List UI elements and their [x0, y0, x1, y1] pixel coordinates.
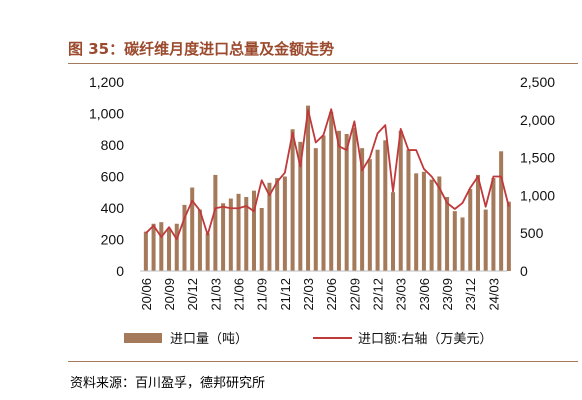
- legend-swatch-bar: [124, 333, 162, 343]
- bar-23/09: [445, 196, 450, 271]
- source-divider: [68, 361, 578, 362]
- bar-23/06: [421, 171, 426, 271]
- bar-22/01: [290, 129, 295, 271]
- bar-22/02: [298, 141, 303, 271]
- bar-23/01: [383, 140, 388, 271]
- bar-21/05: [228, 198, 233, 271]
- x-tick-label: 23/03: [394, 278, 409, 311]
- right-tick-label: 1,500: [520, 150, 555, 166]
- x-tick-label: 22/03: [301, 278, 316, 311]
- bar-22/07: [336, 130, 341, 271]
- bar-21/02: [205, 233, 210, 271]
- right-tick-label: 2,500: [520, 74, 555, 90]
- x-tick-label: 24/03: [486, 278, 501, 311]
- legend: 进口量（吨） 进口额:右轴（万美元）: [124, 332, 492, 347]
- bar-22/05: [321, 135, 326, 271]
- bar-23/05: [414, 173, 419, 271]
- bar-24/02: [483, 209, 488, 271]
- bar-series: [143, 105, 511, 271]
- bar-22/10: [360, 148, 365, 271]
- x-tick-label: 20/06: [139, 278, 154, 311]
- bar-21/10: [267, 182, 272, 271]
- bar-24/04: [499, 151, 504, 271]
- right-tick-label: 0: [520, 263, 528, 279]
- legend-label-volume: 进口量（吨）: [170, 332, 248, 347]
- bar-20/12: [190, 187, 195, 271]
- left-tick-label: 1,000: [89, 106, 124, 122]
- bar-23/11: [460, 217, 465, 271]
- x-tick-label: 23/09: [440, 278, 455, 311]
- bar-22/06: [329, 111, 334, 271]
- bar-23/08: [437, 176, 442, 271]
- import-value-line: [145, 108, 510, 241]
- right-tick-label: 1,000: [520, 187, 555, 203]
- x-tick-label: 21/03: [208, 278, 223, 311]
- x-tick-label: 20/09: [162, 278, 177, 311]
- left-tick-label: 800: [101, 137, 125, 153]
- left-tick-label: 600: [101, 169, 125, 185]
- x-tick-label: 22/12: [371, 278, 386, 311]
- bar-20/11: [182, 204, 187, 271]
- bar-21/01: [197, 209, 202, 271]
- x-tick-label: 23/06: [417, 278, 432, 311]
- bar-24/03: [491, 178, 496, 271]
- bar-23/03: [398, 130, 403, 271]
- bar-20/07: [151, 223, 156, 271]
- left-tick-label: 400: [101, 200, 125, 216]
- bar-23/07: [429, 179, 434, 271]
- bar-23/04: [406, 149, 411, 271]
- bar-22/04: [313, 148, 318, 271]
- bar-21/03: [213, 174, 218, 271]
- bar-22/09: [352, 127, 357, 271]
- bar-20/10: [174, 223, 179, 271]
- x-tick-label: 21/06: [232, 278, 247, 311]
- axes: 0 200 400 600 800 1,000 1,200 0 500 1,000 1,500 2,0…: [89, 74, 555, 311]
- bar-21/06: [236, 193, 241, 271]
- left-tick-label: 0: [116, 263, 124, 279]
- bar-21/08: [251, 190, 256, 271]
- bar-24/01: [475, 174, 480, 271]
- line-series: [145, 108, 510, 241]
- x-tick-label: 20/12: [185, 278, 200, 311]
- title-divider: [68, 63, 578, 64]
- bar-23/02: [391, 192, 396, 271]
- x-tick-label: 22/09: [347, 278, 362, 311]
- legend-label-value: 进口额:右轴（万美元）: [358, 332, 492, 347]
- bar-21/04: [221, 203, 226, 271]
- bar-22/03: [306, 105, 311, 271]
- bar-undefined: [506, 201, 511, 271]
- right-tick-label: 500: [520, 225, 544, 241]
- right-tick-label: 2,000: [520, 112, 555, 128]
- bar-22/11: [367, 159, 372, 271]
- left-tick-label: 200: [101, 232, 125, 248]
- x-tick-label: 23/12: [463, 278, 478, 311]
- left-tick-label: 1,200: [89, 74, 124, 90]
- x-tick-label: 22/06: [324, 278, 339, 311]
- bar-22/08: [344, 133, 349, 271]
- bar-20/09: [167, 228, 172, 271]
- bar-20/06: [143, 231, 148, 271]
- bar-21/07: [244, 196, 249, 271]
- bar-21/11: [275, 178, 280, 271]
- source-note: 资料来源：百川盈孚，德邦研究所: [70, 376, 266, 391]
- chart-title: 图 35：碳纤维月度进口总量及金额走势: [68, 40, 335, 58]
- bar-21/09: [259, 208, 264, 271]
- x-tick-label: 21/09: [255, 278, 270, 311]
- bar-23/10: [452, 211, 457, 271]
- bar-21/12: [282, 176, 287, 271]
- bar-23/12: [468, 189, 473, 271]
- x-tick-label: 21/12: [278, 278, 293, 311]
- bar-22/12: [375, 149, 380, 271]
- bar-20/08: [159, 222, 164, 271]
